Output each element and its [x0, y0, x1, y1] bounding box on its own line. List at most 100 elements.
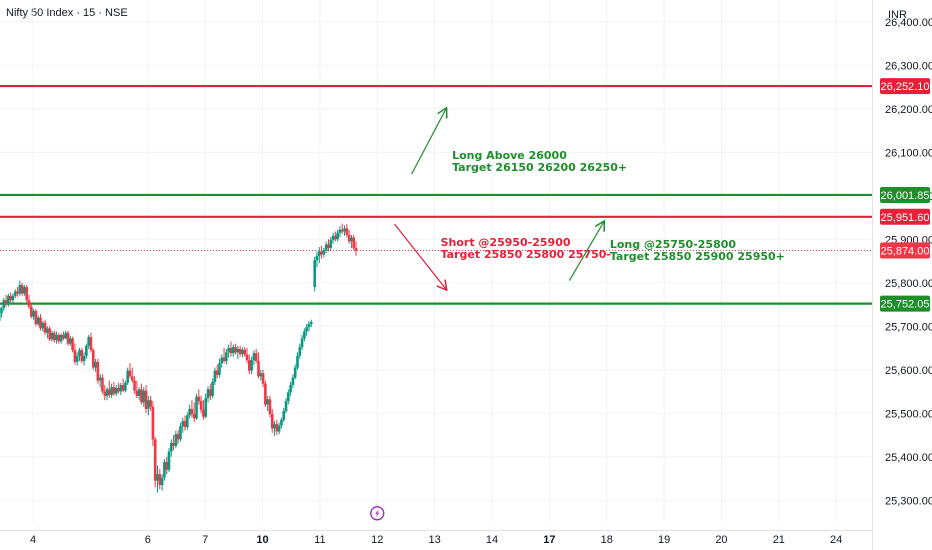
candle [188, 404, 191, 419]
candle [352, 234, 356, 251]
candle [270, 408, 274, 433]
level-price-label: 25,951.60 [881, 212, 930, 224]
annotation-text[interactable]: Long Above 26000 [452, 149, 567, 162]
candle [128, 363, 132, 379]
candle [137, 387, 141, 401]
candle [190, 400, 194, 418]
candle [101, 374, 104, 394]
annotation-arrow[interactable] [568, 222, 603, 281]
candle [215, 364, 219, 379]
candle [229, 341, 233, 357]
candle [176, 429, 180, 444]
candle [119, 382, 123, 395]
candle [36, 315, 40, 327]
candle [266, 395, 269, 412]
x-tick-label: 20 [715, 534, 727, 546]
candle [245, 348, 249, 364]
candle [43, 319, 47, 335]
candle [298, 343, 302, 359]
candle [280, 417, 283, 429]
annotation-text[interactable]: Short @25950-25900 [441, 236, 571, 249]
candle [179, 422, 182, 442]
annotation-text[interactable]: Target 26150 26200 26250+ [452, 161, 627, 174]
y-tick-label: 25,500.00 [885, 408, 932, 420]
candle [243, 347, 247, 357]
candle [89, 332, 93, 353]
candle [75, 352, 79, 366]
candle [25, 284, 29, 303]
candle [275, 419, 279, 435]
candle [142, 387, 146, 407]
candle [320, 245, 323, 259]
candle [133, 376, 136, 394]
annotation-text[interactable]: Target 25850 25800 25750- [441, 248, 611, 261]
candle [165, 456, 168, 475]
candle [322, 247, 326, 258]
level-price-label: 26,001.85 [881, 190, 930, 202]
candle [149, 395, 152, 412]
event-lightning-icon[interactable] [370, 506, 385, 521]
annotation-text[interactable]: Target 25850 25900 25950+ [610, 250, 785, 263]
candle [211, 378, 214, 399]
candle [69, 335, 72, 346]
candle [48, 326, 51, 342]
x-tick-label: 4 [30, 534, 36, 546]
candle [197, 389, 201, 405]
candle [204, 393, 208, 419]
last-price-label: 25,874.00 [881, 246, 930, 258]
candle [183, 415, 187, 431]
y-tick-label: 26,400.00 [885, 17, 932, 29]
level-price-label: 25,752.05 [881, 299, 930, 311]
candle [307, 321, 311, 332]
candle [336, 229, 339, 242]
candle [231, 344, 235, 357]
level-price-badge [880, 295, 930, 312]
candle [220, 354, 224, 368]
candle [34, 308, 38, 327]
candle [222, 348, 226, 364]
candle [172, 435, 175, 451]
candle [289, 381, 292, 396]
candle [39, 314, 42, 331]
candle [213, 367, 217, 385]
candle [248, 354, 251, 375]
candle [343, 225, 346, 236]
annotation-arrow[interactable] [393, 223, 446, 289]
candle [105, 387, 109, 401]
candle [4, 294, 8, 307]
candle [163, 458, 166, 481]
candle [50, 330, 54, 342]
candle [218, 358, 221, 378]
candle [300, 334, 304, 351]
candle [13, 289, 17, 298]
level-price-badge [880, 78, 930, 95]
candle [273, 421, 276, 436]
candle [345, 224, 349, 238]
candle [254, 348, 258, 364]
candle [264, 380, 267, 407]
candle [2, 297, 6, 312]
level-price-label: 26,252.10 [881, 81, 930, 93]
candle [71, 336, 74, 353]
x-tick-label: 24 [830, 534, 842, 546]
candle [241, 347, 244, 358]
candle [147, 395, 150, 416]
candle [140, 383, 143, 405]
y-tick-label: 25,800.00 [885, 278, 932, 290]
candle [186, 412, 189, 430]
candle [158, 468, 162, 490]
annotation-text[interactable]: Long @25750-25800 [610, 238, 737, 251]
y-tick-label: 26,300.00 [885, 60, 932, 72]
candle [117, 382, 120, 394]
chart-title: Nifty 50 Index · 15 · NSE [6, 7, 128, 19]
candle [261, 369, 265, 388]
candle [303, 328, 306, 342]
candle [30, 302, 33, 319]
candle [199, 395, 203, 414]
candle [9, 292, 12, 303]
level-price-badge [880, 208, 930, 225]
candle [167, 448, 171, 472]
candle [130, 367, 134, 383]
annotation-arrow[interactable] [411, 109, 446, 175]
